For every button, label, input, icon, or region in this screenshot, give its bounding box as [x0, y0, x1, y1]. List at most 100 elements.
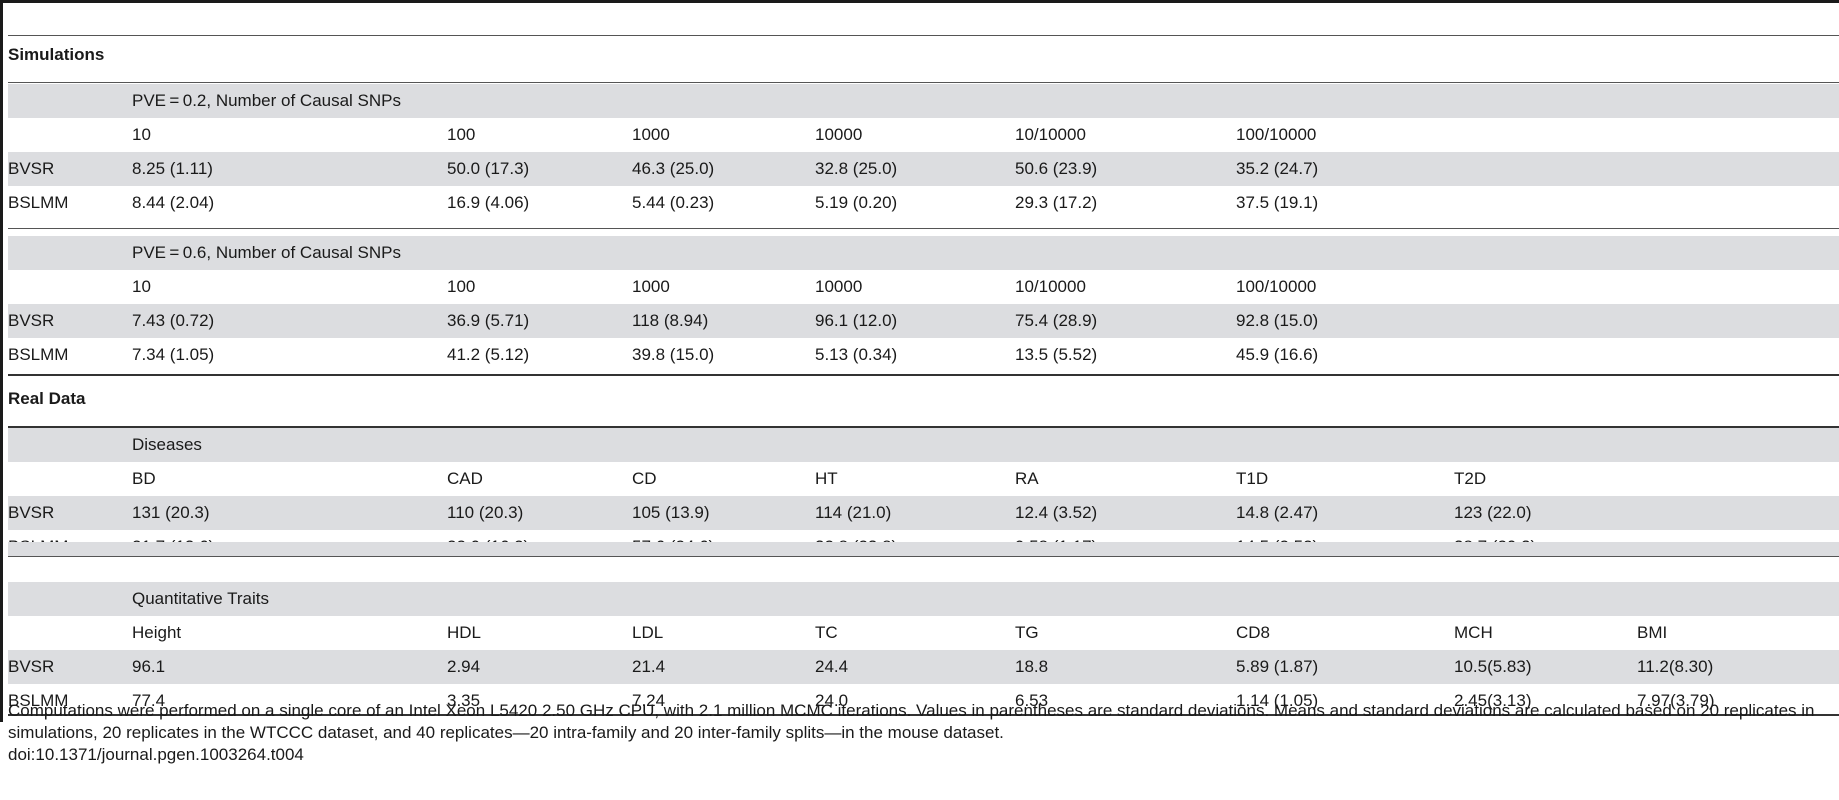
table-cell: 92.8 (15.0) — [1236, 311, 1319, 330]
table-row — [8, 304, 1839, 338]
table-row — [8, 650, 1839, 684]
table-row — [8, 186, 1839, 220]
table-cell: 24.4 — [815, 657, 849, 676]
column-header-band — [8, 616, 1839, 650]
group-header-band — [8, 582, 1839, 616]
column-header: BMI — [1637, 623, 1668, 642]
table-cell: 6.53 — [1015, 691, 1049, 710]
column-header: MCH — [1454, 623, 1493, 642]
table-cell: 36.9 (5.71) — [447, 311, 530, 330]
group-end-rule — [8, 714, 1839, 716]
group-end-rule — [8, 556, 1839, 557]
section-title-1: Real Data — [8, 389, 86, 408]
column-header: HT — [815, 469, 838, 488]
column-header: 1000 — [632, 125, 670, 144]
group-header-band — [8, 84, 1839, 118]
table-row — [8, 338, 1839, 372]
table-cell: 5.89 (1.87) — [1236, 657, 1319, 676]
group-header-band — [8, 428, 1839, 462]
left-border — [0, 0, 3, 722]
column-header: Height — [132, 623, 182, 642]
row-label: BSLMM — [8, 691, 69, 710]
table-cell: 14.8 (2.47) — [1236, 503, 1319, 522]
column-header-band — [8, 462, 1839, 496]
column-header: HDL — [447, 623, 482, 642]
table-row — [8, 684, 1839, 718]
column-header: 100/10000 — [1236, 125, 1317, 144]
row-label: BVSR — [8, 503, 55, 522]
column-header: 10000 — [815, 277, 863, 296]
column-header: 10 — [132, 125, 151, 144]
table-cell: 13.5 (5.52) — [1015, 345, 1098, 364]
table-cell: 5.19 (0.20) — [815, 193, 898, 212]
column-header: 10000 — [815, 125, 863, 144]
table-cell: 5.13 (0.34) — [815, 345, 898, 364]
table-cell: 8.44 (2.04) — [132, 193, 215, 212]
row-label: BVSR — [8, 311, 55, 330]
table-cell: 7.97(3.79) — [1637, 691, 1715, 710]
column-header: TG — [1015, 623, 1039, 642]
column-header: 10 — [132, 277, 151, 296]
table-cell: 11.2(8.30) — [1637, 657, 1714, 676]
rule-top-section — [8, 35, 1839, 36]
table-row — [8, 496, 1839, 530]
table-row — [8, 152, 1839, 186]
column-header: CD8 — [1236, 623, 1271, 642]
table-cell: 29.3 (17.2) — [1015, 193, 1098, 212]
column-header-band — [8, 118, 1839, 152]
column-header-band — [8, 270, 1839, 304]
table-cell: 16.9 (4.06) — [447, 193, 530, 212]
section-rule-1 — [8, 426, 1839, 428]
table-cell: 2.45(3.13) — [1454, 691, 1532, 710]
column-header: 100 — [447, 277, 476, 296]
table-cell: 75.4 (28.9) — [1015, 311, 1098, 330]
table-cell: 7.34 (1.05) — [132, 345, 215, 364]
group-end-rule — [8, 374, 1839, 376]
table-cell: 118 (8.94) — [632, 311, 709, 330]
group-header: PVE = 0.6, Number of Causal SNPs — [132, 243, 402, 262]
table-cell: 131 (20.3) — [132, 503, 210, 522]
column-header: CD — [632, 469, 657, 488]
table-cell: 96.1 (12.0) — [815, 311, 898, 330]
table-cell: 37.5 (19.1) — [1236, 193, 1319, 212]
column-header: TC — [815, 623, 838, 642]
table-cell: 18.8 — [1015, 657, 1049, 676]
column-header: 10/10000 — [1015, 277, 1086, 296]
column-header: 100/10000 — [1236, 277, 1317, 296]
row-label: BVSR — [8, 657, 55, 676]
column-header: T1D — [1236, 469, 1269, 488]
group-header: Quantitative Traits — [132, 589, 270, 608]
column-header: 100 — [447, 125, 476, 144]
table-cell: 7.24 — [632, 691, 666, 710]
table-cell: 32.8 (25.0) — [815, 159, 898, 178]
table-cell: 8.25 (1.11) — [132, 159, 213, 178]
table-cell: 35.2 (24.7) — [1236, 159, 1319, 178]
doi-text: doi:10.1371/journal.pgen.1003264.t004 — [8, 745, 304, 764]
table-cell: 46.3 (25.0) — [632, 159, 715, 178]
column-header: LDL — [632, 623, 664, 642]
section-rule-0 — [8, 82, 1839, 83]
row-label: BSLMM — [8, 345, 69, 364]
table-cell: 96.1 — [132, 657, 166, 676]
column-header: RA — [1015, 469, 1039, 488]
section-title-0: Simulations — [8, 45, 105, 64]
table-cell: 123 (22.0) — [1454, 503, 1532, 522]
table-cell: 21.4 — [632, 657, 666, 676]
table-cell: 24.0 — [815, 691, 849, 710]
group-header-band — [8, 236, 1839, 270]
table-cell: 3.35 — [447, 691, 481, 710]
table-cell: 77.4 — [132, 691, 166, 710]
table-cell: 50.6 (23.9) — [1015, 159, 1098, 178]
table-cell: 1.14 (1.05) — [1236, 691, 1319, 710]
table-cell: 5.44 (0.23) — [632, 193, 715, 212]
table-cell: 105 (13.9) — [632, 503, 710, 522]
table-cell: 110 (20.3) — [447, 503, 524, 522]
column-header: 10/10000 — [1015, 125, 1086, 144]
group-header: PVE = 0.2, Number of Causal SNPs — [132, 91, 402, 110]
table-cell: 10.5(5.83) — [1454, 657, 1532, 676]
column-header: T2D — [1454, 469, 1487, 488]
table-cell: 7.43 (0.72) — [132, 311, 215, 330]
row-label: BVSR — [8, 159, 55, 178]
spacer-band — [8, 542, 1839, 556]
